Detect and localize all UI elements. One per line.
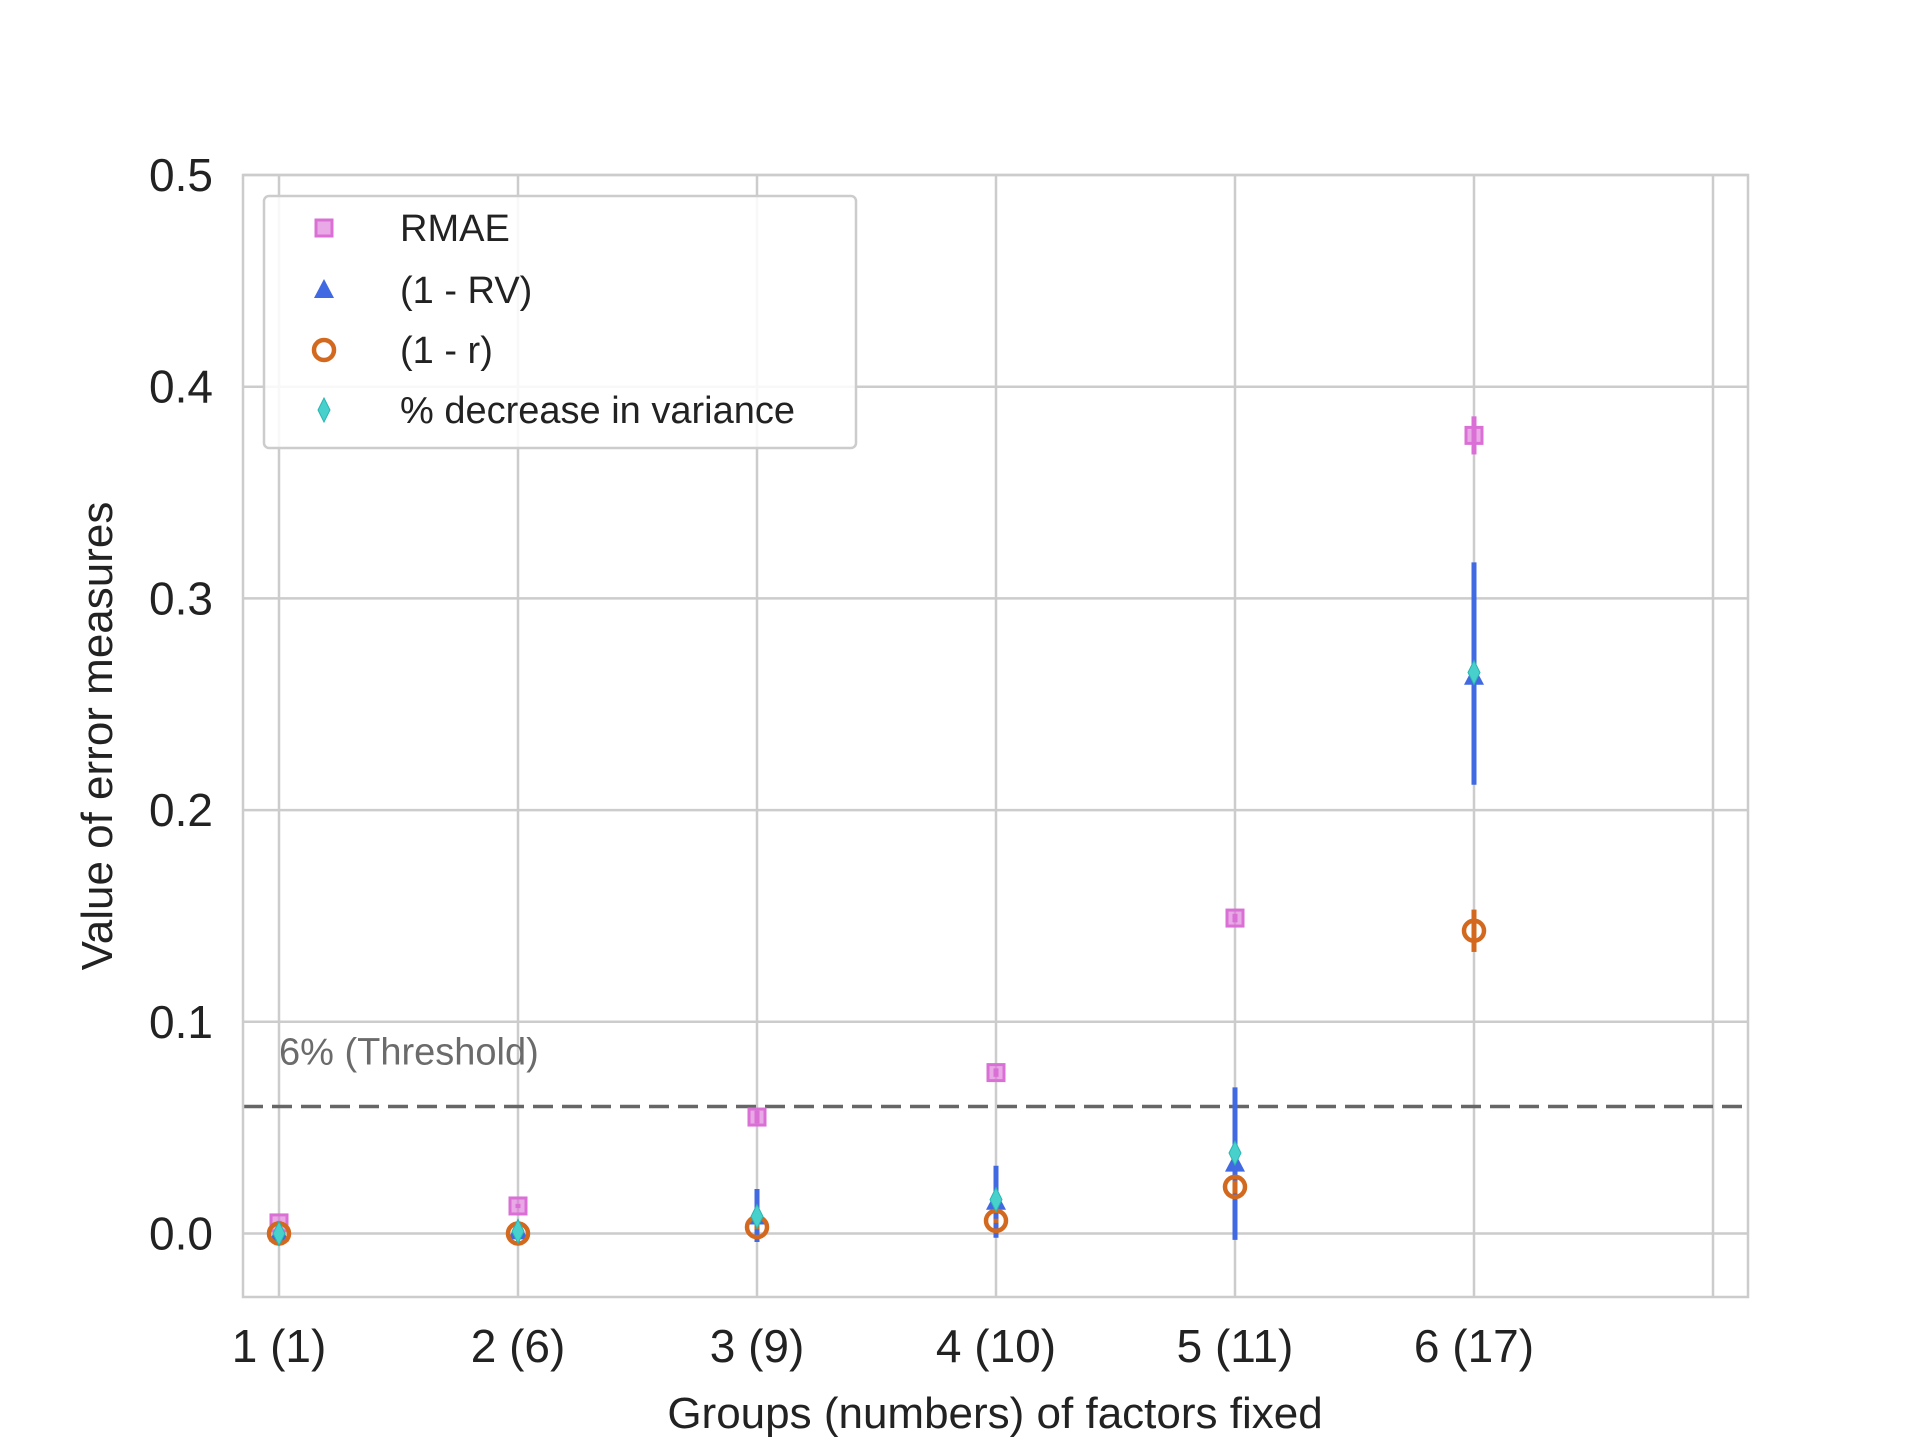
marker-3-4	[1228, 1139, 1242, 1167]
marker-0-3-shape	[986, 1063, 1006, 1083]
marker-0-4-shape	[1225, 908, 1245, 928]
legend-marker-0	[314, 218, 334, 238]
x-axis-label: Groups (numbers) of factors fixed	[667, 1389, 1322, 1438]
x-tick-label-5: 6 (17)	[1414, 1320, 1534, 1372]
legend-marker-3	[317, 396, 331, 424]
marker-2-5	[1461, 918, 1487, 944]
x-tick-label-1: 2 (6)	[471, 1320, 566, 1372]
y-tick-label-0: 0.0	[149, 1207, 213, 1259]
y-tick-label-5: 0.5	[149, 149, 213, 201]
legend-label-2: (1 - r)	[400, 330, 493, 372]
legend-marker-2	[311, 337, 337, 363]
legend-label-3: % decrease in variance	[400, 390, 795, 432]
marker-0-2	[747, 1107, 767, 1127]
legend-label-1: (1 - RV)	[400, 270, 532, 312]
marker-0-1	[508, 1196, 528, 1216]
y-tick-label-2: 0.2	[149, 784, 213, 836]
marker-0-3	[986, 1063, 1006, 1083]
marker-3-0	[272, 1220, 286, 1247]
legend-label-0: RMAE	[400, 208, 510, 250]
marker-2-4	[1222, 1174, 1248, 1200]
marker-0-2-shape	[747, 1107, 767, 1127]
data-markers	[266, 425, 1487, 1247]
x-tick-label-4: 5 (11)	[1177, 1320, 1294, 1372]
legend-marker-1	[314, 279, 334, 298]
marker-3-2	[750, 1203, 764, 1230]
threshold-label: 6% (Threshold)	[279, 1031, 539, 1073]
legend-marker-0-shape	[314, 218, 334, 238]
legend: RMAE (1 - RV) (1 - r) % decrease in varianc…	[262, 194, 858, 450]
plot-frame	[241, 173, 1750, 1299]
marker-3-5	[1467, 659, 1481, 686]
marker-0-5	[1464, 425, 1484, 445]
tick-labels: 0.0 0.1 0.2 0.3 0.4 0.5 1 (1) 2 (6) 3 (9) 4 (10) 5…	[149, 149, 1534, 1372]
marker-0-1-shape	[508, 1196, 528, 1216]
marker-3-3	[989, 1186, 1003, 1213]
marker-0-4	[1225, 908, 1245, 928]
y-axis-label: Value of error measures	[73, 502, 122, 971]
y-tick-label-1: 0.1	[149, 996, 213, 1048]
legend-box	[262, 194, 858, 450]
x-tick-label-3: 4 (10)	[936, 1320, 1056, 1372]
y-tick-label-3: 0.3	[149, 572, 213, 624]
marker-3-1	[511, 1218, 525, 1245]
x-tick-label-0: 1 (1)	[232, 1320, 327, 1372]
marker-0-5-shape	[1464, 425, 1484, 445]
y-tick-label-4: 0.4	[149, 361, 213, 413]
x-tick-label-2: 3 (9)	[710, 1320, 805, 1372]
